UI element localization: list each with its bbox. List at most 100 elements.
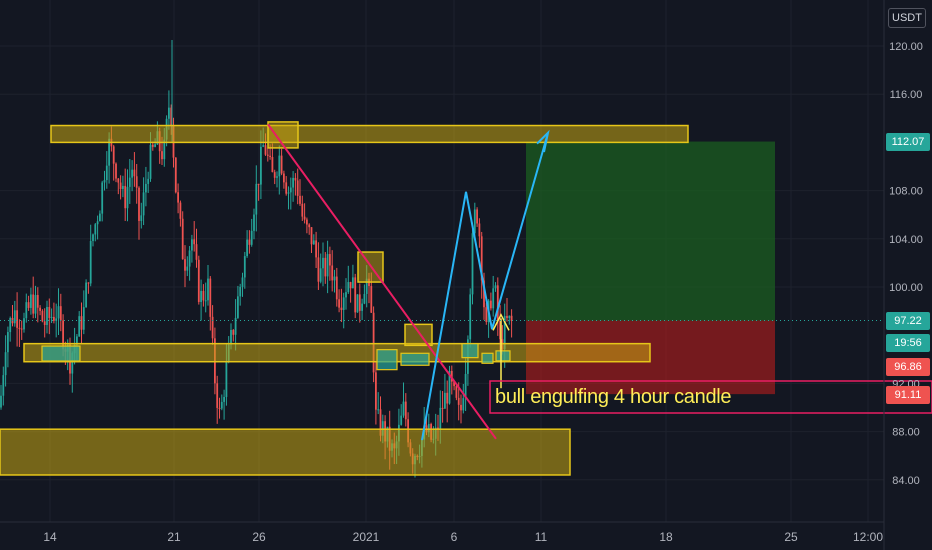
candle-body xyxy=(400,415,403,425)
candle-body xyxy=(209,278,212,317)
candle-body xyxy=(301,203,304,217)
candle-body xyxy=(363,293,366,304)
candle-body xyxy=(85,282,87,308)
x-tick-label: 14 xyxy=(43,530,57,544)
support-zone-low xyxy=(0,428,571,476)
candle-body xyxy=(492,288,495,309)
candle-body xyxy=(345,292,347,298)
candle-body xyxy=(402,401,405,416)
x-tick-label: 2021 xyxy=(353,530,380,544)
candle-body xyxy=(460,404,462,411)
candle-body xyxy=(370,286,373,313)
candle-body xyxy=(253,214,255,231)
candle-body xyxy=(71,353,74,374)
candle-body xyxy=(142,192,145,216)
candle-body xyxy=(427,423,430,433)
candle-body xyxy=(342,297,345,311)
y-tick-label: 104.00 xyxy=(889,234,923,246)
candle-body xyxy=(269,155,271,157)
candle-body xyxy=(476,209,478,224)
candle-body xyxy=(195,244,198,260)
candle-body xyxy=(404,401,407,420)
candle-body xyxy=(9,317,12,333)
candle-body xyxy=(329,254,331,266)
candle-body xyxy=(191,239,193,251)
candle-body xyxy=(202,290,205,301)
candle-body xyxy=(262,145,265,147)
up-arrow-head xyxy=(492,313,510,331)
candle-body xyxy=(101,182,104,214)
candle-body xyxy=(483,280,485,308)
candle-body xyxy=(289,187,292,193)
candle-body xyxy=(506,315,508,319)
candle-body xyxy=(446,392,449,404)
highlight-box-teal xyxy=(461,343,479,359)
candle-body xyxy=(188,250,191,267)
candle-body xyxy=(168,107,170,119)
candle-body xyxy=(285,182,288,194)
candle-body xyxy=(163,139,166,160)
x-tick-label: 11 xyxy=(535,530,548,544)
x-tick-label: 26 xyxy=(252,530,266,544)
x-tick-label: 18 xyxy=(659,530,673,544)
candle-body xyxy=(354,277,357,313)
candle-body xyxy=(255,183,258,215)
candle-body xyxy=(234,317,237,335)
x-tick-label: 12:00 xyxy=(853,530,883,544)
candle-body xyxy=(59,306,62,321)
candle-body xyxy=(480,236,483,281)
support-zone-mid xyxy=(23,342,651,363)
candle-body xyxy=(117,178,120,183)
unit-label[interactable]: USDT xyxy=(888,8,926,28)
projection-arrowhead xyxy=(536,129,550,153)
entry-price-label: 96.86 xyxy=(886,358,930,376)
candle-body xyxy=(32,294,35,314)
y-tick-label: 88.00 xyxy=(892,427,920,439)
candle-body xyxy=(266,154,269,156)
candle-body xyxy=(154,144,156,147)
candle-body xyxy=(170,107,173,126)
candle-body xyxy=(34,294,37,314)
current-price-label: 97.22 xyxy=(886,312,930,330)
x-tick-label: 21 xyxy=(167,530,181,544)
candle-body xyxy=(317,257,320,282)
candle-body xyxy=(232,329,235,335)
highlight-box-teal xyxy=(376,349,398,371)
candle-body xyxy=(20,328,23,330)
candle-body xyxy=(299,195,301,204)
y-tick-label: 100.00 xyxy=(889,282,923,294)
candle-body xyxy=(151,144,154,147)
candle-body xyxy=(7,332,9,353)
candle-body xyxy=(135,176,138,188)
x-tick-label: 25 xyxy=(784,530,798,544)
candle-body xyxy=(273,172,276,178)
candle-body xyxy=(508,315,511,319)
candle-body xyxy=(128,177,131,187)
candle-body xyxy=(50,316,53,318)
candle-body xyxy=(248,239,251,245)
candle-body xyxy=(326,254,329,277)
candle-body xyxy=(322,257,324,269)
candle-body xyxy=(181,218,184,260)
candle-body xyxy=(126,186,129,209)
candle-body xyxy=(218,407,221,409)
candle-body xyxy=(471,233,474,295)
candle-body xyxy=(448,370,451,404)
candle-body xyxy=(105,165,108,181)
candle-body xyxy=(478,223,481,237)
candle-body xyxy=(138,187,140,221)
candle-body xyxy=(462,398,465,411)
candle-body xyxy=(39,307,41,311)
x-tick-label: 6 xyxy=(451,530,458,544)
candle-body xyxy=(2,375,5,396)
candle-body xyxy=(200,290,202,302)
candle-body xyxy=(131,169,133,178)
candle-body xyxy=(243,256,246,278)
highlight-box-teal xyxy=(41,345,81,362)
candle-body xyxy=(94,224,97,235)
candle-body xyxy=(375,372,377,410)
candle-body xyxy=(485,307,488,322)
candle-body xyxy=(16,310,18,328)
candle-body xyxy=(55,318,58,321)
